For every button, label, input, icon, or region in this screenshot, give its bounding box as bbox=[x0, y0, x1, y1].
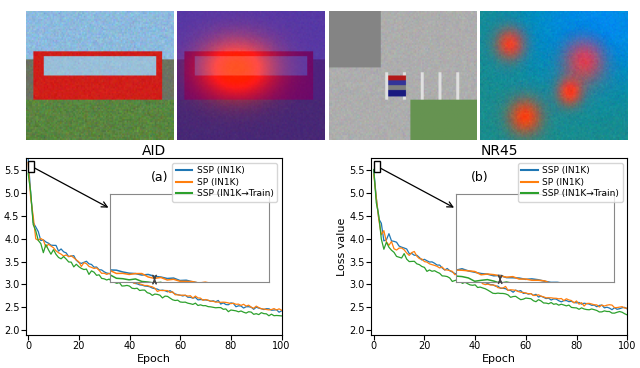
Text: (b): (b) bbox=[471, 171, 489, 184]
Legend: SSP (IN1K), SP (IN1K), SSP (IN1K→Train): SSP (IN1K), SP (IN1K), SSP (IN1K→Train) bbox=[172, 163, 277, 202]
X-axis label: Epoch: Epoch bbox=[482, 354, 516, 364]
Bar bbox=[28, 161, 35, 172]
Y-axis label: Loss value: Loss value bbox=[0, 217, 1, 276]
Legend: SSP (IN1K), SP (IN1K), SSP (IN1K→Train): SSP (IN1K), SP (IN1K), SSP (IN1K→Train) bbox=[518, 163, 623, 202]
Y-axis label: Loss value: Loss value bbox=[337, 217, 347, 276]
Title: NR45: NR45 bbox=[481, 144, 518, 158]
Title: AID: AID bbox=[141, 144, 166, 158]
Bar bbox=[374, 161, 380, 172]
Text: (a): (a) bbox=[151, 171, 169, 184]
X-axis label: Epoch: Epoch bbox=[136, 354, 171, 364]
